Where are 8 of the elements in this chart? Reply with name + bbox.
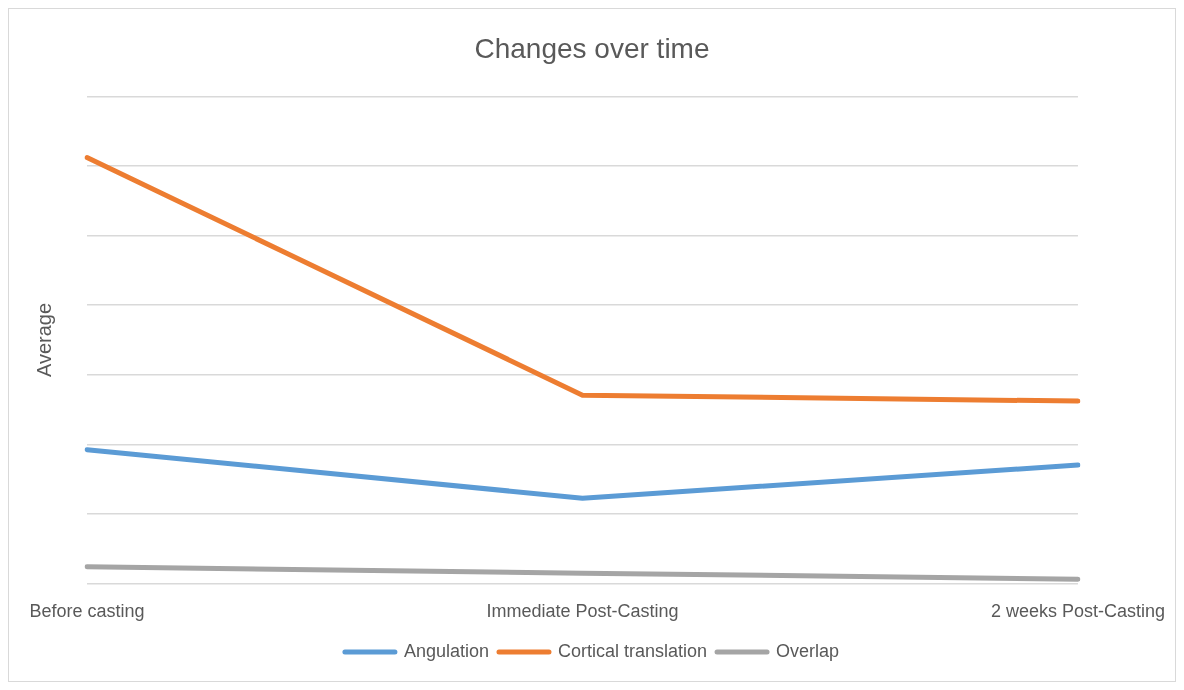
chart-title: Changes over time — [474, 32, 710, 64]
x-tick-label: Before casting — [29, 601, 145, 622]
x-tick-label: Immediate Post-Casting — [486, 601, 679, 622]
legend-label: Angulation — [403, 640, 489, 661]
x-tick-label: 2 weeks Post-Casting — [990, 601, 1165, 622]
legend-label: Overlap — [776, 640, 840, 661]
legend-label: Cortical translation — [557, 640, 708, 661]
y-axis-title: Average — [32, 302, 55, 378]
